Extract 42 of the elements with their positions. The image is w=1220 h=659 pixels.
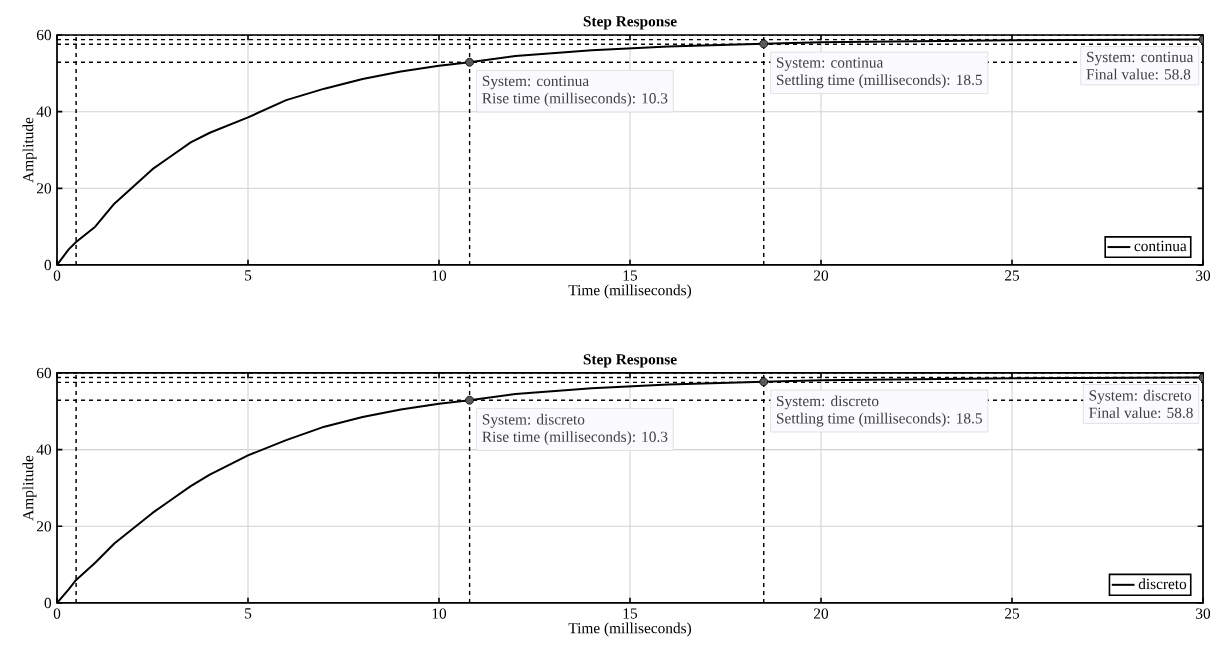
x-tick-label: 30 <box>1196 608 1211 619</box>
chart-title: Step Response <box>583 16 677 30</box>
annotation: Settling time (milliseconds): 18.5 <box>777 74 982 89</box>
x-tick-label: 25 <box>1005 608 1020 619</box>
x-tick-label: 15 <box>623 270 638 281</box>
annotation: System: continua <box>482 75 589 90</box>
x-tick-label: 20 <box>814 270 829 281</box>
x-tick-label: 20 <box>814 608 829 619</box>
y-axis-title: Amplitude <box>22 117 37 183</box>
annotation: Rise time (milliseconds): 10.3 <box>482 431 668 446</box>
x-tick-label: 10 <box>432 270 447 281</box>
x-tick-label: 15 <box>623 608 638 619</box>
x-tick-label: 5 <box>245 608 252 619</box>
x-axis-title: Time (milliseconds) <box>568 284 692 299</box>
chart-title: Step Response <box>583 354 677 368</box>
x-tick-label: 0 <box>53 270 61 281</box>
annotation: System: discreto <box>777 395 879 410</box>
annotation: Final value: 58.8 <box>1086 68 1191 80</box>
annotation: Settling time (milliseconds): 18.5 <box>777 412 982 427</box>
y-tick-label: 0 <box>44 259 52 271</box>
x-tick-label: 30 <box>1196 270 1211 281</box>
annotation: Rise time (milliseconds): 10.3 <box>482 92 668 107</box>
x-tick-label: 10 <box>432 608 447 619</box>
y-axis-title: Amplitude <box>22 455 37 521</box>
annotation: Final value: 58.8 <box>1089 407 1193 419</box>
y-tick-label: 20 <box>36 183 52 194</box>
y-tick-label: 40 <box>36 444 52 455</box>
y-tick-label: 40 <box>36 106 52 117</box>
annotation: System: discreto <box>482 413 585 428</box>
y-tick-label: 60 <box>36 29 52 41</box>
legend-label: discreto <box>1138 578 1187 590</box>
x-tick-label: 25 <box>1005 270 1020 281</box>
annotation: System: discreto <box>1089 389 1192 404</box>
x-tick-label: 5 <box>245 270 252 281</box>
annotation: System: continua <box>1087 51 1194 66</box>
legend-label: continua <box>1134 240 1187 252</box>
y-tick-label: 0 <box>44 597 52 609</box>
annotation: System: continua <box>777 57 884 71</box>
y-tick-label: 20 <box>36 521 52 532</box>
y-tick-label: 60 <box>36 367 52 379</box>
x-tick-label: 0 <box>53 608 61 619</box>
x-axis-title: Time (milliseconds) <box>568 622 692 637</box>
